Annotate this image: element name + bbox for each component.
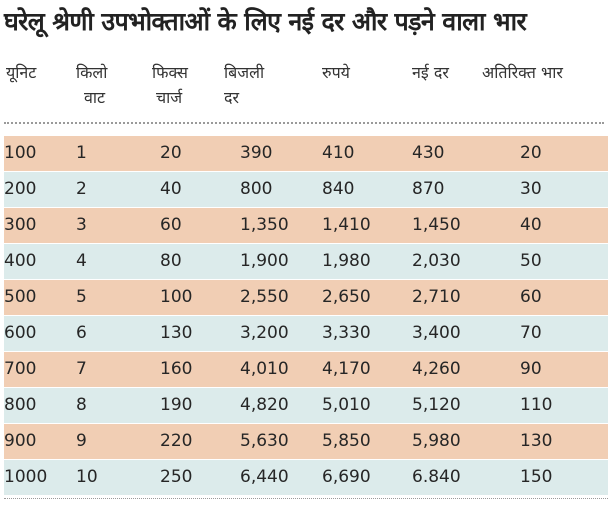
table-cell: 10 bbox=[76, 467, 98, 487]
table-cell: 100 bbox=[160, 287, 193, 307]
table-cell: 6.840 bbox=[412, 467, 461, 487]
table-cell: 1,350 bbox=[240, 215, 289, 235]
column-header: किलो bbox=[76, 63, 108, 82]
table-cell: 6 bbox=[76, 323, 87, 343]
table-title: घरेलू श्रेणी उपभोक्ताओं के लिए नई दर और … bbox=[4, 7, 527, 36]
column-header-line2: दर bbox=[224, 88, 240, 107]
table-cell: 5,010 bbox=[322, 395, 371, 415]
table-cell: 90 bbox=[520, 359, 542, 379]
table-cell: 390 bbox=[240, 143, 273, 163]
table-cell: 130 bbox=[520, 431, 553, 451]
table-cell: 1,410 bbox=[322, 215, 371, 235]
table-cell: 5,120 bbox=[412, 395, 461, 415]
table-cell: 410 bbox=[322, 143, 355, 163]
table-cell: 1,980 bbox=[322, 251, 371, 271]
table-cell: 4,010 bbox=[240, 359, 289, 379]
table-cell: 3,330 bbox=[322, 323, 371, 343]
table-cell: 150 bbox=[520, 467, 553, 487]
table-cell: 1 bbox=[76, 143, 87, 163]
table-bottom-rule bbox=[4, 498, 608, 499]
table-row: 600 6 130 3,200 3,330 3,400 70 bbox=[4, 316, 608, 352]
table-cell: 2,030 bbox=[412, 251, 461, 271]
table-row: 900 9 220 5,630 5,850 5,980 130 bbox=[4, 424, 608, 460]
table-cell: 1,450 bbox=[412, 215, 461, 235]
table-cell: 5,980 bbox=[412, 431, 461, 451]
table-cell: 40 bbox=[520, 215, 542, 235]
table-cell: 600 bbox=[4, 323, 37, 343]
table-cell: 7 bbox=[76, 359, 87, 379]
table-header: यूनिट किलो वाट फिक्स चार्ज बिजली दर रुपये नई दर अ… bbox=[0, 60, 615, 118]
table-row: 800 8 190 4,820 5,010 5,120 110 bbox=[4, 388, 608, 424]
table-cell: 9 bbox=[76, 431, 87, 451]
table-cell: 3 bbox=[76, 215, 87, 235]
table-cell: 840 bbox=[322, 179, 355, 199]
table-row: 300 3 60 1,350 1,410 1,450 40 bbox=[4, 208, 608, 244]
table-cell: 2,710 bbox=[412, 287, 461, 307]
table-cell: 220 bbox=[160, 431, 193, 451]
table-cell: 50 bbox=[520, 251, 542, 271]
table-cell: 5,850 bbox=[322, 431, 371, 451]
table-cell: 1000 bbox=[4, 467, 48, 487]
column-header: फिक्स bbox=[152, 63, 188, 82]
column-header: नई दर bbox=[412, 63, 449, 82]
header-divider bbox=[4, 122, 604, 124]
table-cell: 4,170 bbox=[322, 359, 371, 379]
table-row: 500 5 100 2,550 2,650 2,710 60 bbox=[4, 280, 608, 316]
column-header: रुपये bbox=[322, 63, 350, 82]
table-cell: 190 bbox=[160, 395, 193, 415]
table-cell: 6,440 bbox=[240, 467, 289, 487]
table-row: 200 2 40 800 840 870 30 bbox=[4, 172, 608, 208]
column-header-line2: चार्ज bbox=[156, 88, 183, 107]
table-cell: 60 bbox=[520, 287, 542, 307]
table-cell: 80 bbox=[160, 251, 182, 271]
table-cell: 70 bbox=[520, 323, 542, 343]
table-cell: 100 bbox=[4, 143, 37, 163]
table-cell: 800 bbox=[240, 179, 273, 199]
table-cell: 4,820 bbox=[240, 395, 289, 415]
table-cell: 900 bbox=[4, 431, 37, 451]
table-cell: 400 bbox=[4, 251, 37, 271]
table-cell: 30 bbox=[520, 179, 542, 199]
table-cell: 6,690 bbox=[322, 467, 371, 487]
table-cell: 4 bbox=[76, 251, 87, 271]
table-cell: 200 bbox=[4, 179, 37, 199]
table-cell: 8 bbox=[76, 395, 87, 415]
table-cell: 5,630 bbox=[240, 431, 289, 451]
table-cell: 2,550 bbox=[240, 287, 289, 307]
column-header-line2: वाट bbox=[84, 88, 106, 107]
table-row: 100 1 20 390 410 430 20 bbox=[4, 136, 608, 172]
table-cell: 20 bbox=[520, 143, 542, 163]
table-cell: 5 bbox=[76, 287, 87, 307]
table-cell: 2 bbox=[76, 179, 87, 199]
table-cell: 250 bbox=[160, 467, 193, 487]
column-header: यूनिट bbox=[6, 63, 37, 82]
table-cell: 2,650 bbox=[322, 287, 371, 307]
table-cell: 300 bbox=[4, 215, 37, 235]
column-header: अतिरिक्त भार bbox=[482, 63, 563, 82]
table-cell: 160 bbox=[160, 359, 193, 379]
column-header: बिजली bbox=[224, 63, 265, 82]
table-cell: 800 bbox=[4, 395, 37, 415]
table-cell: 870 bbox=[412, 179, 445, 199]
table-cell: 110 bbox=[520, 395, 553, 415]
table-cell: 1,900 bbox=[240, 251, 289, 271]
table-row: 1000 10 250 6,440 6,690 6.840 150 bbox=[4, 460, 608, 496]
table-body: 100 1 20 390 410 430 20 200 2 40 800 840 870 30 300 3 60… bbox=[4, 136, 608, 496]
table-row: 400 4 80 1,900 1,980 2,030 50 bbox=[4, 244, 608, 280]
table-cell: 500 bbox=[4, 287, 37, 307]
table-cell: 130 bbox=[160, 323, 193, 343]
table-cell: 3,400 bbox=[412, 323, 461, 343]
table-cell: 430 bbox=[412, 143, 445, 163]
table-row: 700 7 160 4,010 4,170 4,260 90 bbox=[4, 352, 608, 388]
table-cell: 60 bbox=[160, 215, 182, 235]
table-cell: 700 bbox=[4, 359, 37, 379]
table-cell: 20 bbox=[160, 143, 182, 163]
table-cell: 3,200 bbox=[240, 323, 289, 343]
table-cell: 40 bbox=[160, 179, 182, 199]
table-cell: 4,260 bbox=[412, 359, 461, 379]
